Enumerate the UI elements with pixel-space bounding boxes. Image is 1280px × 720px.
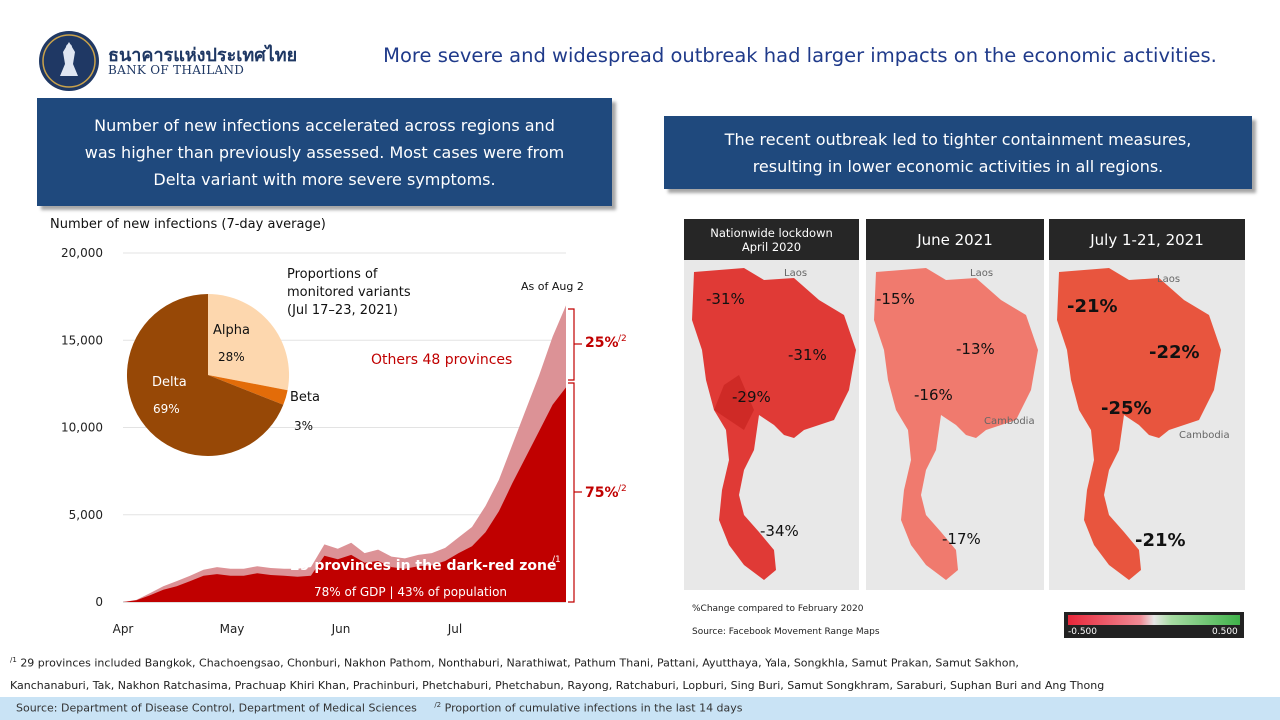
- area-dark-red-zone: [123, 387, 566, 602]
- dark-red-zone-detail: 78% of GDP | 43% of population: [314, 585, 507, 599]
- others-provinces-label: Others 48 provinces: [371, 352, 512, 368]
- dark-red-zone-footnote: /1: [552, 555, 561, 565]
- map-june-northeast-value: -13%: [956, 340, 995, 358]
- footnote-2-marker: /2: [434, 701, 442, 709]
- pie-title-line-2: monitored variants: [287, 285, 411, 300]
- map-june-central-value: -16%: [914, 386, 953, 404]
- legend-min-value: -0.500: [1068, 627, 1098, 637]
- map-june: -15% -13% -16% -17% Laos Cambodia: [866, 260, 1044, 590]
- map-header-june: June 2021: [866, 219, 1044, 260]
- y-tick-label: 10,000: [61, 421, 103, 435]
- pie-value-beta: 3%: [294, 419, 313, 433]
- infections-callout-line-3: Delta variant with more severe symptoms.: [153, 169, 496, 189]
- map-lockdown-laos-label: Laos: [784, 268, 808, 279]
- footnote-1-line-2: Kanchanaburi, Tak, Nakhon Ratchasima, Pr…: [10, 679, 1105, 692]
- map-lockdown-south-value: -34%: [760, 522, 799, 540]
- others-share-value: 25%: [585, 335, 619, 351]
- map-june-laos-label: Laos: [970, 268, 994, 279]
- map-header-june-text: June 2021: [917, 230, 993, 249]
- containment-callout-line-2: resulting in lower economic activities i…: [752, 156, 1164, 176]
- chart-title: Number of new infections (7-day average): [50, 217, 326, 232]
- map-header-lockdown-line-1: Nationwide lockdown: [710, 225, 833, 240]
- map-lockdown: -31% -31% -29% -34% Laos: [684, 260, 859, 590]
- containment-callout-line-1: The recent outbreak led to tighter conta…: [724, 129, 1192, 149]
- new-infections-chart: Number of new infections (7-day average)…: [50, 217, 627, 636]
- source-strip: [0, 697, 1280, 720]
- pie-label-delta: Delta: [152, 375, 187, 390]
- pie-label-alpha: Alpha: [213, 323, 250, 338]
- map-july-northeast-value: -22%: [1149, 342, 1200, 363]
- infections-callout-line-1: Number of new infections accelerated acr…: [94, 115, 555, 135]
- dark-red-zone-label: 29 provinces in the dark-red zone: [290, 558, 556, 574]
- pie-value-delta: 69%: [153, 402, 180, 416]
- zone-share-value: 75%: [585, 485, 619, 501]
- zone-share-footnote: /2: [618, 484, 627, 494]
- area-series: [123, 305, 566, 602]
- y-tick-label: 5,000: [69, 508, 103, 522]
- logo-thai-text: ธนาคารแห่งประเทศไทย: [108, 45, 298, 66]
- legend-max-value: 0.500: [1212, 627, 1238, 637]
- as-of-label: As of Aug 2: [521, 280, 584, 293]
- x-axis: Apr May Jun Jul: [113, 601, 566, 636]
- map-header-lockdown-line-2: April 2020: [741, 239, 802, 254]
- map-header-july: July 1-21, 2021: [1049, 219, 1245, 260]
- pie-slice-beta: [208, 375, 288, 405]
- map-july-cambodia-label: Cambodia: [1179, 430, 1230, 441]
- x-tick-label: Apr: [113, 622, 134, 636]
- pie-value-alpha: 28%: [218, 350, 245, 364]
- pie-title-line-1: Proportions of: [287, 267, 378, 282]
- footnote-1-line-1: /1 29 provinces included Bangkok, Chacho…: [10, 656, 1019, 670]
- infections-callout-line-2: was higher than previously assessed. Mos…: [84, 142, 565, 162]
- map-june-south-value: -17%: [942, 530, 981, 548]
- thailand-map-june: [874, 268, 1038, 580]
- source-line: Source: Department of Disease Control, D…: [16, 701, 743, 715]
- footnote-1-text: 29 provinces included Bangkok, Chachoeng…: [20, 656, 1019, 670]
- y-tick-label: 0: [95, 595, 103, 609]
- y-tick-label: 20,000: [61, 246, 103, 260]
- map-july-south-value: -21%: [1135, 530, 1186, 551]
- map-header-lockdown: Nationwide lockdown April 2020: [684, 219, 859, 260]
- map-july-central-value: -25%: [1101, 398, 1152, 419]
- map-lockdown-north-value: -31%: [706, 290, 745, 308]
- infections-callout: Number of new infections accelerated acr…: [37, 98, 612, 206]
- x-tick-label: Jun: [331, 622, 351, 636]
- others-share-footnote: /2: [618, 334, 627, 344]
- x-tick-label: Jul: [447, 622, 462, 636]
- map-june-cambodia-label: Cambodia: [984, 416, 1035, 427]
- thailand-map-july: [1057, 268, 1221, 580]
- y-tick-label: 15,000: [61, 333, 103, 347]
- map-july: -21% -22% -25% -21% Laos Cambodia: [1049, 260, 1245, 590]
- page-title: More severe and widespread outbreak had …: [383, 44, 1217, 67]
- maps-source: Source: Facebook Movement Range Maps: [692, 627, 880, 637]
- footnote-1-marker: /1: [10, 656, 17, 664]
- map-lockdown-northeast-value: -31%: [788, 346, 827, 364]
- footnote-2-text: Proportion of cumulative infections in t…: [444, 701, 743, 715]
- pie-slice-alpha: [208, 293, 290, 391]
- mobility-legend-gradient: [1068, 615, 1240, 625]
- others-bracket: [568, 308, 575, 381]
- map-june-north-value: -15%: [876, 290, 915, 308]
- map-header-july-text: July 1-21, 2021: [1090, 230, 1204, 249]
- x-tick-label: May: [220, 622, 245, 636]
- map-lockdown-central-value: -29%: [732, 388, 771, 406]
- thailand-map-lockdown: [692, 268, 856, 580]
- containment-callout: The recent outbreak led to tighter conta…: [664, 116, 1252, 189]
- map-july-north-value: -21%: [1067, 296, 1118, 317]
- pie-label-beta: Beta: [290, 390, 320, 405]
- maps-note: %Change compared to February 2020: [692, 604, 864, 614]
- zone-bracket: [568, 382, 575, 603]
- variants-pie: [126, 293, 290, 456]
- pie-title-line-3: (Jul 17–23, 2021): [287, 303, 398, 318]
- pie-slice-delta: [126, 294, 284, 456]
- bank-of-thailand-logo: [39, 31, 99, 91]
- map-july-laos-label: Laos: [1157, 274, 1181, 285]
- source-text: Source: Department of Disease Control, D…: [16, 701, 417, 715]
- logo-english-text: BANK OF THAILAND: [108, 63, 245, 77]
